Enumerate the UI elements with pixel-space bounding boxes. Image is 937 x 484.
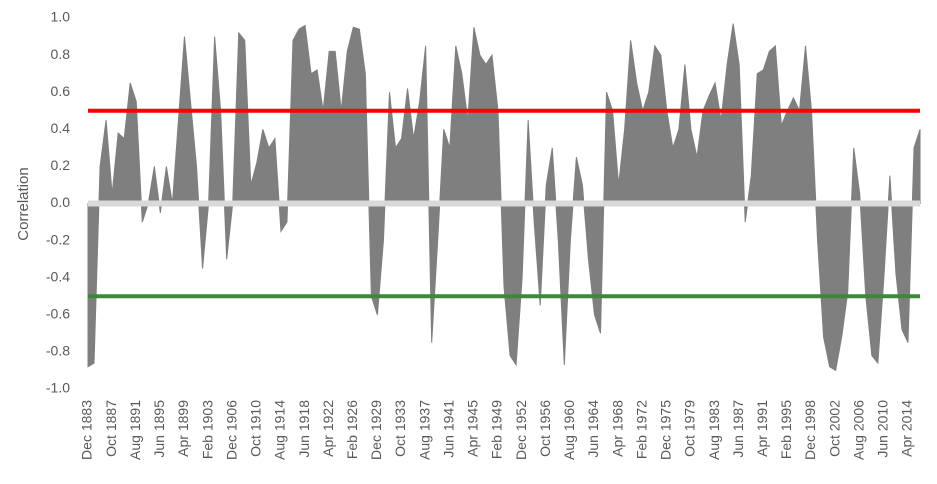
y-tick-label: 0.6 <box>51 83 71 99</box>
y-tick-label: -0.6 <box>46 306 70 322</box>
x-tick-label: Apr 1968 <box>609 400 625 457</box>
x-tick-label: Jun 2010 <box>875 400 891 458</box>
y-tick-label: -1.0 <box>46 380 70 396</box>
x-tick-label: Aug 1983 <box>706 400 722 460</box>
x-tick-label: Jun 1918 <box>296 400 312 458</box>
x-tick-label: Jun 1941 <box>440 400 456 458</box>
x-tick-label: Jun 1964 <box>585 400 601 458</box>
x-tick-label: Dec 1929 <box>368 400 384 460</box>
x-tick-label: Aug 1937 <box>416 400 432 460</box>
y-tick-label: 0.2 <box>51 157 71 173</box>
y-tick-label: 0.8 <box>51 46 71 62</box>
x-tick-label: Dec 1975 <box>658 400 674 460</box>
x-tick-label: Apr 2014 <box>899 400 915 457</box>
x-tick-label: Apr 1991 <box>754 400 770 457</box>
x-tick-label: Aug 2006 <box>850 400 866 460</box>
area <box>87 23 921 372</box>
x-tick-label: Dec 1998 <box>802 400 818 460</box>
x-tick-label: Aug 1960 <box>561 400 577 460</box>
x-tick-label: Apr 1899 <box>175 400 191 457</box>
y-tick-label: -0.2 <box>46 231 70 247</box>
x-tick-label: Feb 1949 <box>489 400 505 459</box>
x-tick-label: Jun 1987 <box>730 400 746 458</box>
x-tick-label: Apr 1945 <box>465 400 481 457</box>
y-tick-label: -0.4 <box>46 268 70 284</box>
x-tick-label: Oct 1910 <box>248 400 264 457</box>
y-axis-title: Correlation <box>15 167 32 240</box>
x-tick-label: Feb 1972 <box>633 400 649 459</box>
x-tick-label: Oct 2002 <box>826 400 842 457</box>
x-tick-label: Dec 1952 <box>513 400 529 460</box>
y-tick-label: -0.8 <box>46 343 70 359</box>
x-tick-label: Apr 1922 <box>320 400 336 457</box>
y-tick-label: 0.0 <box>51 194 71 210</box>
x-tick-label: Jun 1895 <box>151 400 167 458</box>
x-tick-label: Feb 1926 <box>344 400 360 459</box>
x-tick-label: Dec 1906 <box>223 400 239 460</box>
x-tick-label: Aug 1891 <box>127 400 143 460</box>
y-tick-label: 1.0 <box>51 9 71 25</box>
x-tick-label: Aug 1914 <box>272 400 288 460</box>
x-tick-label: Oct 1979 <box>682 400 698 457</box>
x-tick-label: Dec 1883 <box>79 400 95 460</box>
x-tick-label: Oct 1933 <box>392 400 408 457</box>
x-tick-label: Feb 1903 <box>199 400 215 459</box>
y-tick-label: 0.4 <box>51 120 71 136</box>
x-tick-label: Oct 1887 <box>103 400 119 457</box>
x-tick-label: Feb 1995 <box>778 400 794 459</box>
x-tick-label: Oct 1956 <box>537 400 553 457</box>
